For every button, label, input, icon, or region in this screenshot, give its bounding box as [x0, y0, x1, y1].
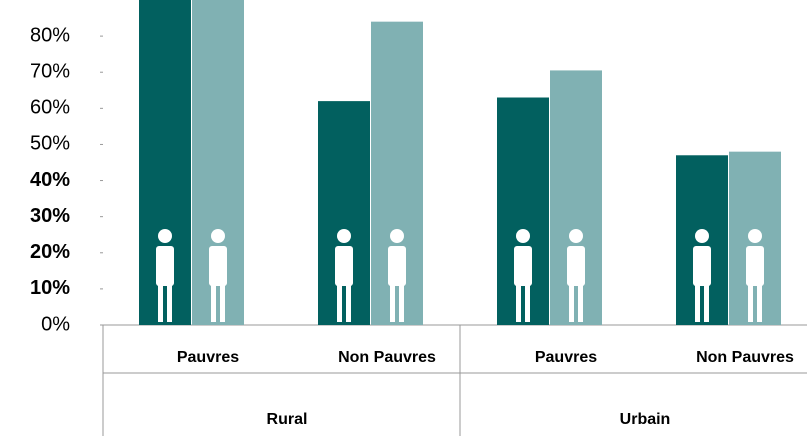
y-tick-label: 30%: [30, 205, 70, 227]
person-icon: [211, 284, 216, 322]
x-tick-label: Pauvres: [535, 349, 597, 366]
group-label: Rural: [267, 411, 308, 428]
person-icon: [388, 246, 406, 286]
y-tick-label: 40%: [30, 169, 70, 191]
person-icon: [158, 229, 172, 243]
person-icon: [693, 246, 711, 286]
person-icon: [346, 284, 351, 322]
person-icon: [514, 246, 532, 286]
person-icon: [578, 284, 583, 322]
person-icon: [567, 246, 585, 286]
y-tick-label: 50%: [30, 133, 70, 155]
person-icon: [516, 284, 521, 322]
person-icon: [746, 246, 764, 286]
person-icon: [569, 284, 574, 322]
person-icon: [158, 284, 163, 322]
person-icon: [209, 246, 227, 286]
person-icon: [167, 284, 172, 322]
person-icon: [757, 284, 762, 322]
person-icon: [695, 284, 700, 322]
person-icon: [516, 229, 530, 243]
person-icon: [748, 229, 762, 243]
person-icon: [525, 284, 530, 322]
person-icon: [748, 284, 753, 322]
bar: [318, 101, 370, 325]
y-tick-label: 60%: [30, 97, 70, 119]
person-icon: [211, 229, 225, 243]
person-icon: [337, 229, 351, 243]
person-icon: [399, 284, 404, 322]
y-tick-label: 10%: [30, 277, 70, 299]
person-icon: [695, 229, 709, 243]
person-icon: [569, 229, 583, 243]
x-tick-label: Non Pauvres: [696, 349, 794, 366]
bar: [550, 70, 602, 326]
y-tick-label: 80%: [30, 24, 70, 46]
y-tick-label: 70%: [30, 61, 70, 83]
person-icon: [156, 246, 174, 286]
bar: [497, 97, 549, 325]
person-icon: [704, 284, 709, 322]
person-icon: [390, 284, 395, 322]
person-icon: [337, 284, 342, 322]
y-tick-label: 20%: [30, 241, 70, 263]
x-tick-label: Non Pauvres: [338, 349, 436, 366]
y-tick-label: 0%: [41, 313, 70, 335]
person-icon: [335, 246, 353, 286]
person-icon: [390, 229, 404, 243]
group-label: Urbain: [620, 411, 671, 428]
x-tick-label: Pauvres: [177, 349, 239, 366]
person-icon: [220, 284, 225, 322]
